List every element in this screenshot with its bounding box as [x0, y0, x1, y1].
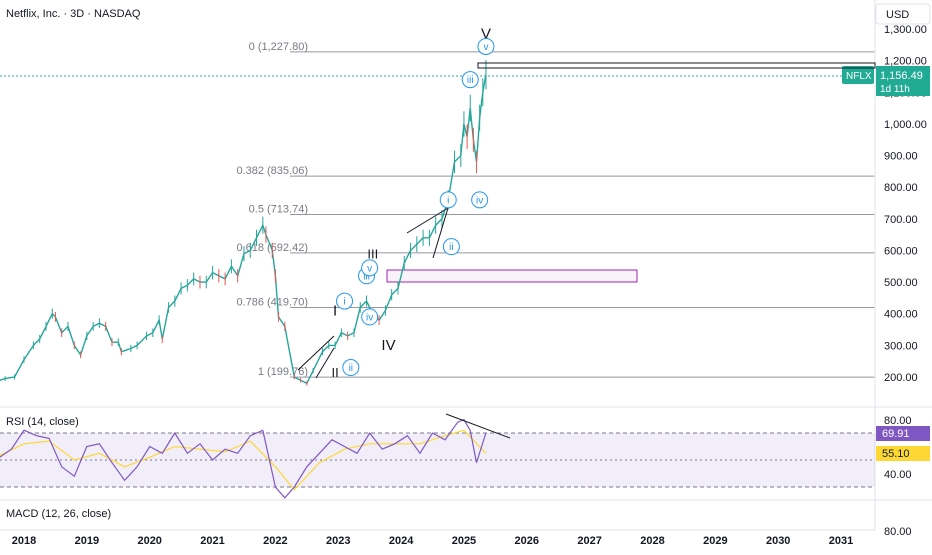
y-tick-label: 700.00 [884, 214, 918, 226]
x-tick-label: 2022 [263, 535, 287, 547]
x-tick-label: 2026 [515, 535, 539, 547]
wave-label-text: ii [349, 363, 353, 374]
x-tick-label: 2025 [452, 535, 476, 547]
trend-line-1[interactable] [297, 335, 335, 371]
wave-label-text: i [343, 297, 345, 308]
wave-label-circle[interactable] [461, 71, 479, 89]
chart-title: Netflix, Inc. · 3D · NASDAQ [6, 8, 141, 20]
y-tick-label: 1,000.00 [884, 119, 927, 131]
wave-label-text[interactable]: V [481, 26, 491, 43]
wave-label-circle[interactable] [342, 359, 360, 377]
rsi-tick-40: 40.00 [884, 469, 912, 481]
x-axis-ticks: 2018 2019 2020 2021 2022 2023 2024 2025 2026 2027… [12, 535, 854, 547]
wave-label-text[interactable]: III [367, 246, 378, 261]
y-tick-label: 400.00 [884, 309, 918, 321]
price-value: 1,156.49 [880, 70, 923, 82]
y-axis-ticks: 1,300.001,200.001,100.001,000.00900.0080… [884, 24, 927, 384]
ticker-badge [842, 66, 874, 84]
y-tick-label: 1,200.00 [884, 56, 927, 68]
wave-label-circle[interactable] [477, 37, 495, 55]
wave-label-circle[interactable] [471, 191, 489, 209]
y-tick-label: 800.00 [884, 182, 918, 194]
fib-level-label: 0.786 (419.70) [236, 297, 308, 309]
rsi-line [0, 418, 487, 499]
y-tick-label: 1,300.00 [884, 24, 927, 36]
x-tick-label: 2024 [389, 535, 414, 547]
wave-label-text: iii [363, 271, 370, 282]
wave-label-text: iii [467, 75, 474, 86]
currency-button[interactable] [875, 3, 931, 25]
wave-label-text[interactable]: IV [381, 337, 395, 354]
macd-title: MACD (12, 26, close) [6, 508, 111, 520]
rsi-value-badge [876, 426, 930, 441]
fib-level-label: 1 (199.76) [258, 366, 308, 378]
wave-label-circle[interactable] [439, 191, 457, 209]
y-tick-label: 300.00 [884, 340, 918, 352]
rsi-divergence-line[interactable] [445, 413, 511, 439]
rsi-ma-value: 55.10 [882, 448, 910, 460]
x-tick-label: 2019 [75, 535, 99, 547]
ticker-symbol: NFLX [846, 71, 872, 82]
fib-level-label: 0.5 (713.74) [249, 204, 308, 216]
price-series [0, 59, 487, 386]
y-tick-label: 500.00 [884, 277, 918, 289]
x-tick-label: 2028 [640, 535, 664, 547]
rsi-ma-badge [876, 446, 930, 461]
x-tick-label: 2018 [12, 535, 36, 547]
y-tick-label: 600.00 [884, 245, 918, 257]
x-tick-label: 2029 [703, 535, 727, 547]
wave-label-text[interactable]: I [333, 302, 337, 319]
x-tick-label: 2023 [326, 535, 350, 547]
x-tick-label: 2031 [829, 535, 853, 547]
wave-label-circle[interactable] [361, 259, 379, 277]
rsi-value: 69.91 [882, 428, 910, 440]
wave-label-text: ii [449, 242, 453, 253]
highlight-zone[interactable] [386, 269, 638, 283]
x-tick-label: 2030 [766, 535, 790, 547]
wave-label-text: i [447, 195, 449, 206]
trend-line-3[interactable] [406, 207, 449, 234]
macd-tick: 80.00 [884, 526, 912, 538]
currency-label: USD [886, 9, 909, 21]
x-tick-label: 2021 [200, 535, 224, 547]
wave-label-text: v [367, 263, 372, 274]
price-badge [876, 66, 930, 96]
rsi-tick-80: 80.00 [884, 415, 912, 427]
y-tick-label: 200.00 [884, 372, 918, 384]
fib-levels: 0 (1,227.80) 0.382 (835.06) 0.5 (713.74) 0.… [236, 41, 875, 378]
wave-label-circle[interactable] [442, 238, 460, 256]
trend-line-2[interactable] [315, 347, 335, 379]
x-tick-label: 2027 [577, 535, 601, 547]
rsi-series [0, 418, 487, 499]
fib-level-label: 0.382 (835.06) [236, 165, 308, 177]
wave-label-circle[interactable] [361, 308, 379, 326]
price-countdown: 1d 11h [880, 84, 910, 95]
trend-line-4[interactable] [432, 207, 449, 259]
fib-level-label: 0 (1,227.80) [249, 41, 308, 53]
x-tick-label: 2020 [137, 535, 161, 547]
fib-top-box [477, 62, 876, 69]
y-tick-label: 900.00 [884, 151, 918, 163]
wave-label-text: iv [366, 312, 373, 323]
price-line [0, 74, 487, 385]
wave-label-text: v [483, 42, 488, 53]
wave-label-circle[interactable] [336, 292, 354, 310]
wave-label-text: iv [476, 195, 483, 206]
wave-label-text[interactable]: II [331, 365, 338, 380]
rsi-title: RSI (14, close) [6, 416, 79, 428]
